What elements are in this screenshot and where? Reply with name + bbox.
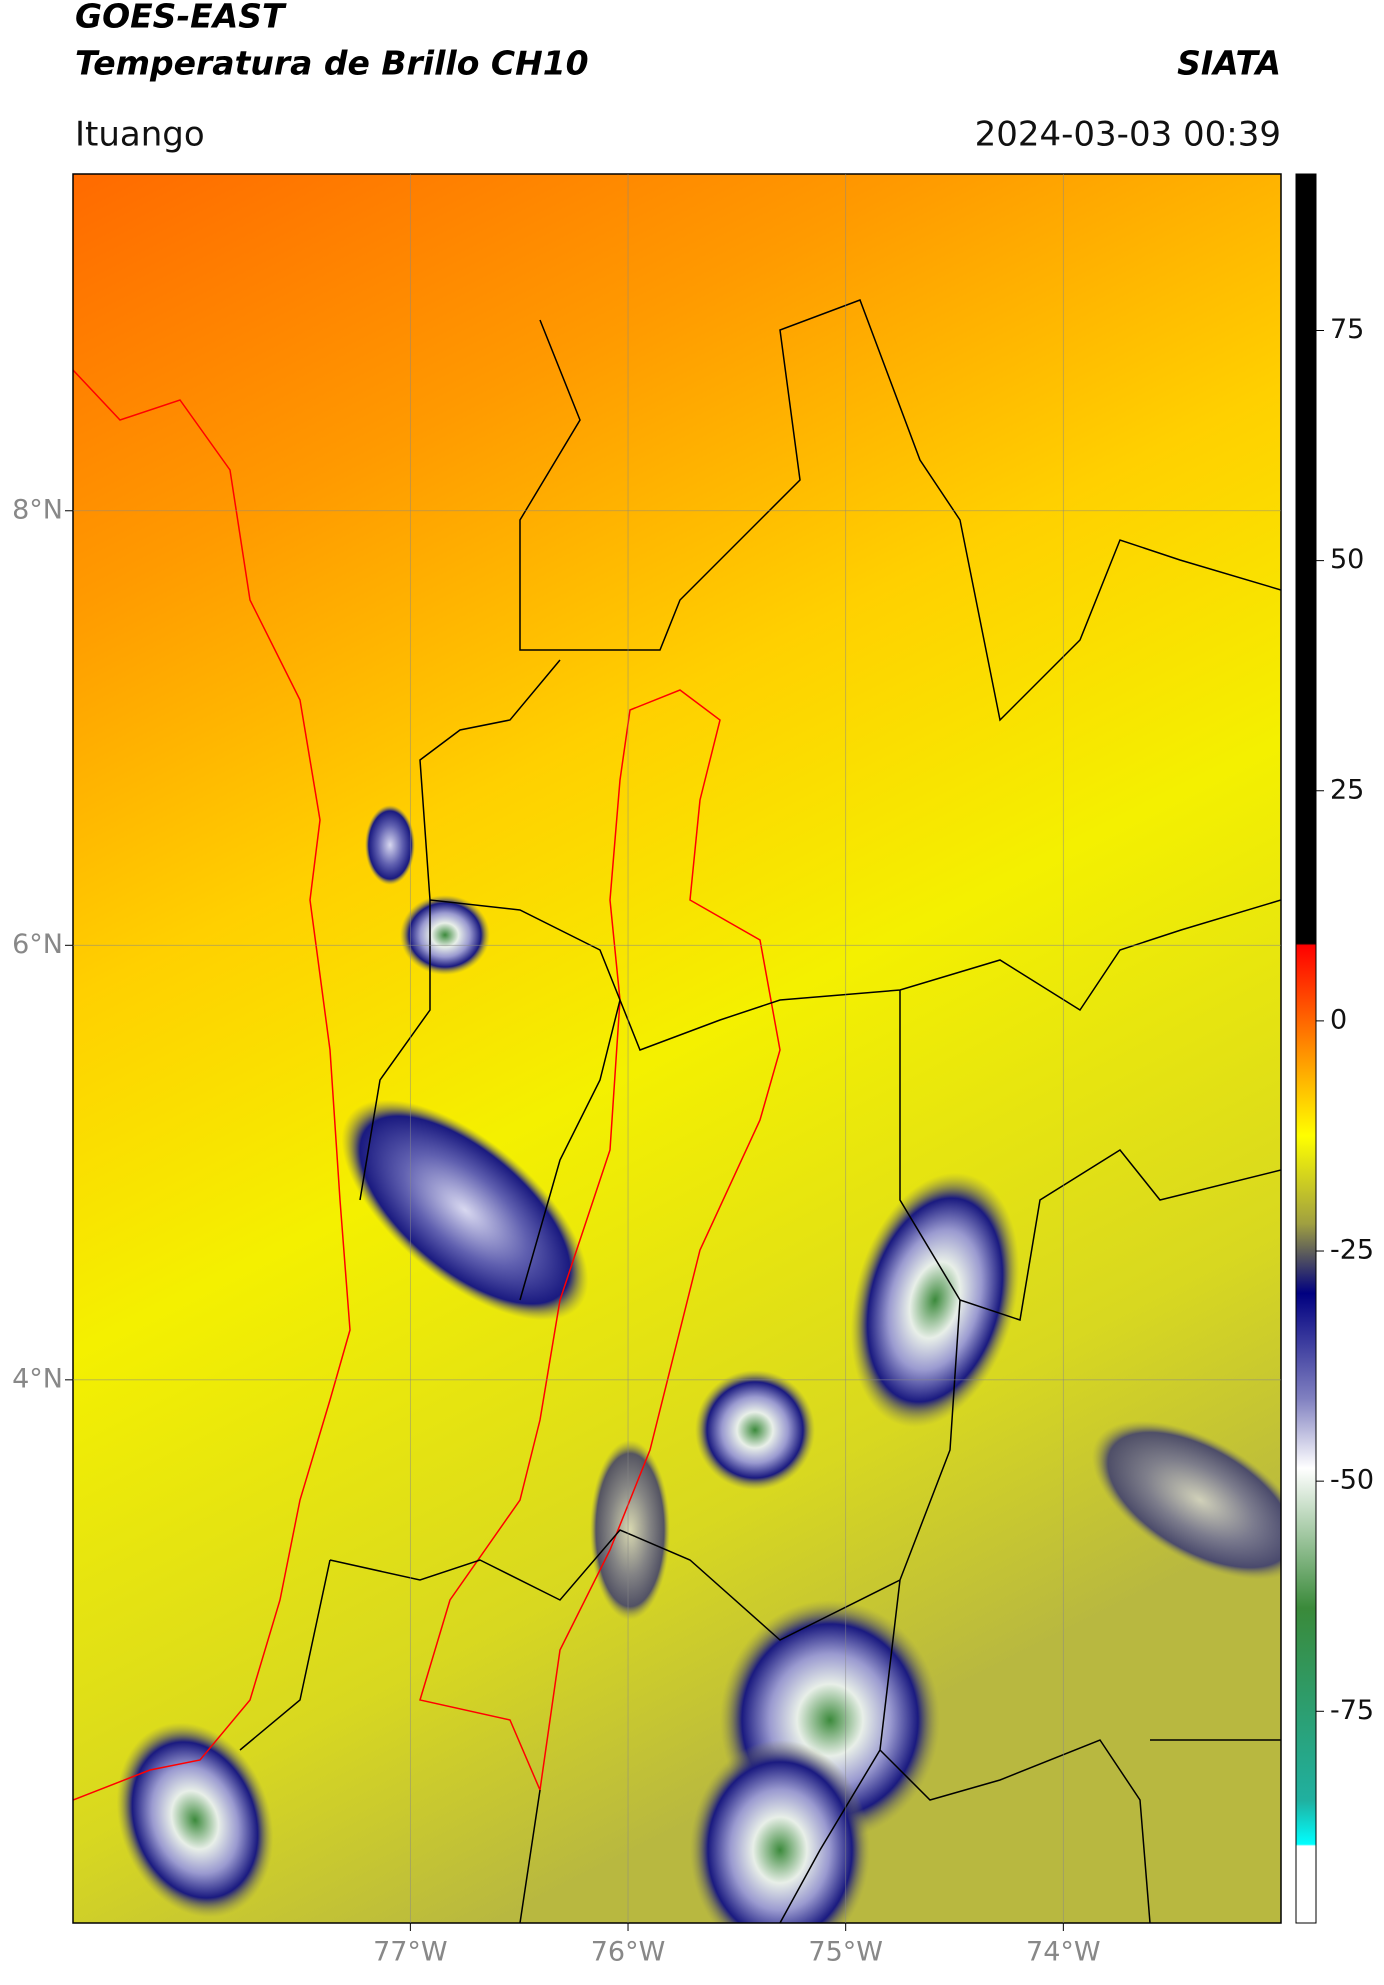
map-image xyxy=(73,174,1281,1923)
y-tick-label: 4°N xyxy=(12,1363,63,1394)
x-tick-label: 76°W xyxy=(591,1937,666,1968)
y-tick-label: 8°N xyxy=(12,494,63,525)
colorbar xyxy=(1295,173,1317,1924)
source: SIATA xyxy=(1177,44,1281,83)
colorbar-tick-label: -75 xyxy=(1330,1695,1374,1726)
colorbar-tick-label: -50 xyxy=(1330,1465,1374,1496)
datetime: 2024-03-03 00:39 xyxy=(975,115,1281,155)
x-tick-label: 75°W xyxy=(808,1937,883,1968)
location: Ituango xyxy=(75,115,205,155)
colorbar-tick-label: 75 xyxy=(1330,314,1364,345)
colorbar-tick-label: 0 xyxy=(1330,1004,1347,1035)
y-tick-label: 6°N xyxy=(12,929,63,960)
x-tick-label: 74°W xyxy=(1026,1937,1101,1968)
title: GOES-EAST xyxy=(75,0,287,36)
colorbar-tick-label: 25 xyxy=(1330,774,1364,805)
map-frame xyxy=(72,173,1282,1924)
x-tick-label: 77°W xyxy=(373,1937,448,1968)
colorbar-tick-label: -25 xyxy=(1330,1235,1374,1266)
colorbar-tick-label: 50 xyxy=(1330,544,1364,575)
subtitle: Temperatura de Brillo CH10 xyxy=(75,44,589,83)
